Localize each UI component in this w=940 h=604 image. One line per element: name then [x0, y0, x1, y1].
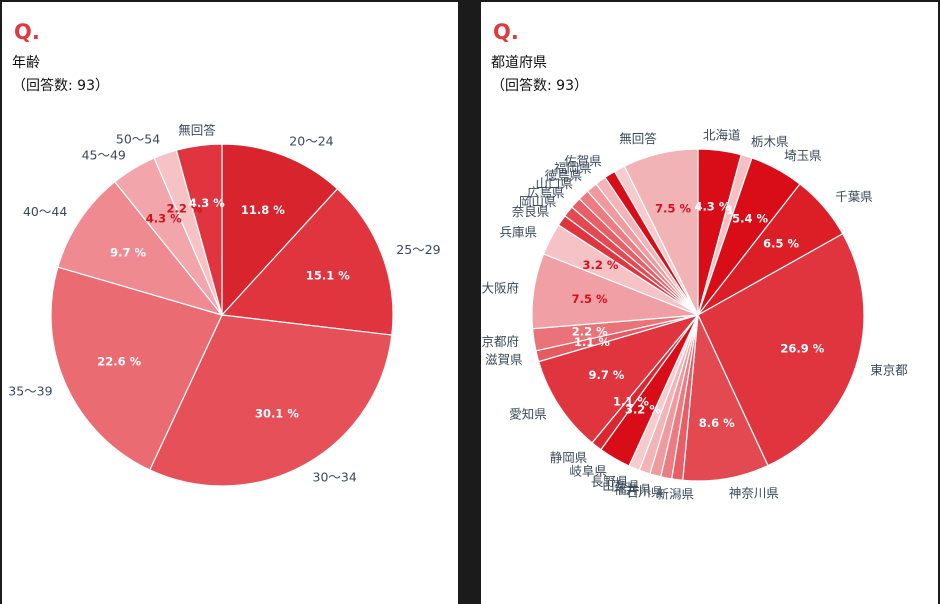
- pct-label-1-11: 3.2 %: [625, 403, 661, 417]
- pct-label-1-15: 2.2 %: [572, 324, 608, 338]
- pct-label-0-5: 4.3 %: [146, 211, 182, 225]
- pct-label-1-5: 8.6 %: [699, 416, 735, 430]
- pie-slice-0-4[interactable]: [57, 180, 224, 317]
- category-label-1-18: 奈良県: [512, 204, 550, 219]
- prefecture-chart-panel: Q. 都道府県 （回答数: 93） 4.3 % 北海道 1 栃木県 5.4 % 埼玉県 6.…: [481, 2, 938, 604]
- question-mark: Q.: [493, 20, 519, 44]
- pie-slice-0-0[interactable]: [221, 143, 339, 317]
- category-label-0-5: 45〜49: [82, 148, 126, 163]
- category-label-0-0: 20〜24: [289, 134, 333, 149]
- category-label-1-6: 新潟県: [657, 487, 695, 502]
- age-chart-title: 年齢: [12, 55, 40, 71]
- category-label-0-3: 35〜39: [8, 384, 52, 399]
- pct-label-1-4: 26.9 %: [780, 342, 824, 356]
- pie-slice-0-1[interactable]: [220, 187, 394, 336]
- question-mark: Q.: [14, 20, 40, 44]
- category-label-1-4: 東京都: [870, 363, 908, 378]
- category-label-0-4: 40〜44: [23, 204, 67, 219]
- pct-label-1-12: 1.1 %: [613, 395, 649, 409]
- pct-label-0-4: 9.7 %: [110, 245, 146, 259]
- prefecture-response-count: （回答数: 93）: [491, 78, 588, 94]
- category-label-1-0: 北海道: [703, 128, 741, 143]
- pie-slice-1-4[interactable]: [697, 232, 865, 467]
- category-label-1-1: 栃木県: [751, 134, 789, 149]
- pct-label-1-17: 3.2 %: [583, 258, 619, 272]
- pie-slice-1-26[interactable]: [623, 148, 699, 316]
- category-label-1-13: 愛知県: [509, 407, 547, 422]
- pct-label-1-2: 5.4 %: [732, 212, 768, 226]
- pie-slice-0-2[interactable]: [148, 314, 393, 487]
- category-label-1-16: 大阪府: [481, 281, 519, 296]
- category-label-1-24: 佐賀県: [564, 154, 602, 169]
- category-label-0-7: 無回答: [178, 123, 216, 138]
- category-label-1-11: 岐阜県: [569, 464, 607, 479]
- category-label-0-2: 30〜34: [313, 470, 357, 485]
- category-label-1-21: 山口県: [535, 176, 573, 191]
- category-label-1-3: 千葉県: [835, 189, 873, 204]
- age-response-count: （回答数: 93）: [12, 78, 109, 94]
- pct-label-1-14: 1.1 %: [574, 335, 610, 349]
- pie-slice-1-13[interactable]: [537, 313, 700, 444]
- pie-slice-0-7[interactable]: [175, 143, 223, 316]
- category-label-1-17: 兵庫県: [499, 224, 537, 239]
- category-label-1-19: 岡山県: [519, 194, 557, 209]
- category-label-1-10: 長野県: [591, 474, 629, 489]
- category-label-1-23: 福岡県: [554, 161, 592, 176]
- category-label-1-20: 広島県: [527, 185, 565, 200]
- category-label-1-7: 石川県: [626, 485, 664, 500]
- pie-slice-0-3[interactable]: [50, 266, 223, 471]
- pct-label-1-16: 7.5 %: [572, 292, 608, 306]
- pie-slice-1-5[interactable]: [682, 312, 769, 482]
- category-label-1-2: 埼玉県: [784, 148, 822, 163]
- pct-label-1-1: 1: [726, 203, 734, 217]
- pct-label-1-26: 7.5 %: [655, 201, 691, 215]
- category-label-1-9: 山梨県: [602, 478, 640, 493]
- pct-label-1-0: 4.3 %: [694, 199, 730, 213]
- age-chart-panel: Q. 年齢 （回答数: 93） 11.8 % 20〜24 15.1 % 25〜29 30…: [2, 2, 458, 604]
- prefecture-pie-chart: 4.3 % 北海道 1 栃木県 5.4 % 埼玉県 6.5 % 千葉県 26.9 % 東京都 8.6…: [481, 128, 908, 502]
- pct-label-0-7: 4.3 %: [189, 196, 225, 210]
- pct-label-0-2: 30.1 %: [255, 407, 299, 421]
- category-label-1-12: 静岡県: [550, 450, 588, 465]
- pct-label-0-0: 11.8 %: [241, 203, 285, 217]
- category-label-1-8: 福井県: [614, 482, 652, 497]
- pct-label-0-3: 22.6 %: [97, 355, 141, 369]
- category-label-1-15: 京都府: [481, 334, 519, 349]
- pct-label-0-1: 15.1 %: [306, 269, 350, 283]
- prefecture-chart-title: 都道府県: [491, 55, 547, 71]
- category-label-1-5: 神奈川県: [729, 485, 779, 500]
- category-label-1-22: 徳島県: [545, 168, 583, 183]
- pct-label-1-3: 6.5 %: [763, 237, 799, 251]
- category-label-0-1: 25〜29: [396, 242, 440, 257]
- pct-label-0-6: 2.2 %: [167, 202, 203, 216]
- category-label-1-14: 滋賀県: [485, 352, 523, 367]
- pct-label-1-13: 9.7 %: [589, 368, 625, 382]
- age-pie-chart: 11.8 % 20〜24 15.1 % 25〜29 30.1 % 30〜34 22.6 % 3…: [8, 123, 441, 487]
- category-label-1-26: 無回答: [619, 131, 657, 146]
- category-label-0-6: 50〜54: [116, 132, 160, 147]
